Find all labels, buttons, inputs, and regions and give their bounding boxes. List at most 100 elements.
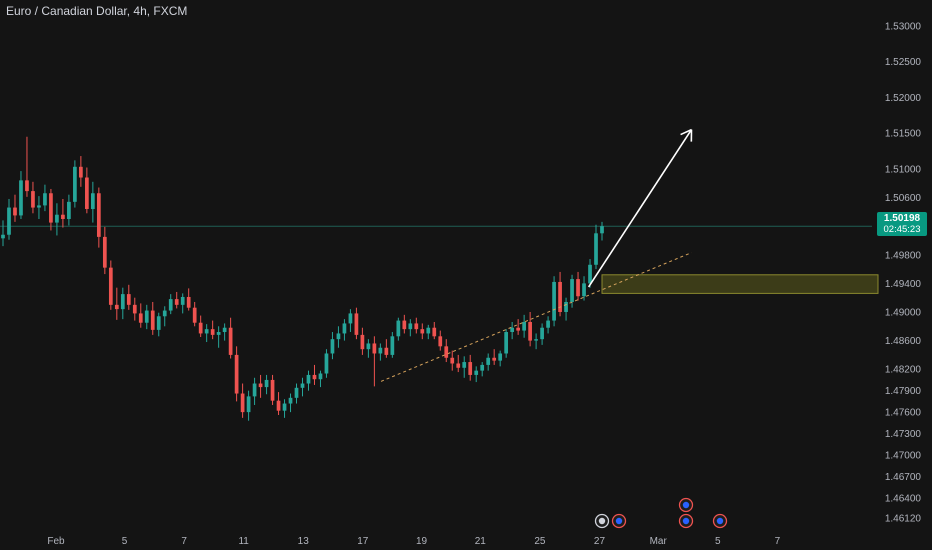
time-tick-label: Mar [650, 536, 668, 547]
candle-body [246, 396, 251, 413]
current-price-value: 1.50198 [883, 213, 921, 224]
time-tick-label: 17 [357, 536, 369, 547]
candle-body [150, 310, 155, 330]
candle-body [480, 364, 485, 371]
candle-body [180, 296, 185, 305]
candle-body [468, 362, 473, 375]
price-tick-label: 1.49400 [885, 279, 922, 290]
price-tick-label: 1.51000 [885, 164, 922, 175]
price-tick-label: 1.50600 [885, 193, 922, 204]
candle-body [258, 383, 263, 388]
candle-body [558, 281, 562, 312]
candle-body [270, 379, 275, 401]
candle-body [366, 343, 371, 350]
candle-body [432, 327, 437, 337]
candle-body [438, 336, 443, 347]
candle-body [126, 294, 131, 305]
candle-body [372, 343, 377, 354]
candle-body [570, 279, 574, 302]
price-tick-label: 1.51500 [885, 129, 922, 140]
candle-body [522, 322, 526, 331]
candle-body [13, 207, 17, 216]
time-tick-label: 19 [416, 536, 428, 547]
candle-body [516, 327, 520, 331]
candle-body [210, 329, 215, 335]
time-tick-label: 5 [122, 536, 128, 547]
candle-body [19, 180, 23, 216]
candle-body [43, 193, 47, 206]
candle-body [79, 166, 83, 178]
candle-body [294, 387, 299, 398]
time-tick-label: 13 [298, 536, 310, 547]
candle-body [90, 193, 95, 209]
candle-body [324, 353, 329, 374]
event-icons[interactable] [594, 497, 728, 529]
trendline-segment [380, 252, 692, 382]
candle-body [318, 373, 323, 380]
time-tick-label: 21 [475, 536, 487, 547]
arrow-head [680, 128, 692, 136]
candle-body [528, 322, 532, 341]
candle-body [594, 233, 598, 265]
candle-body [564, 301, 568, 312]
candle-countdown: 02:45:23 [883, 224, 921, 235]
demand-zone[interactable] [601, 274, 879, 294]
time-axis[interactable]: Feb 5 7 11 13 17 19 21 25 27 Mar 5 7 [47, 536, 780, 547]
candle-body [85, 177, 89, 209]
time-tick-label: 25 [534, 536, 546, 547]
candle-body [330, 339, 335, 354]
candle-body [384, 347, 389, 355]
candle-body [504, 332, 509, 354]
candle-body [55, 214, 59, 223]
candle-body [25, 180, 29, 192]
candle-body [540, 327, 544, 340]
price-tick-label: 1.48600 [885, 336, 922, 347]
price-tick-label: 1.49800 [885, 250, 922, 261]
price-tick-label: 1.49000 [885, 307, 922, 318]
candle-body [114, 304, 119, 310]
candle-body [186, 296, 191, 308]
candle-body [49, 193, 53, 223]
candle-body [390, 336, 395, 355]
candle-body [31, 191, 35, 208]
candle-body [300, 383, 305, 388]
event-icon-dot [615, 517, 623, 525]
candle-body [216, 332, 221, 335]
candle-body [444, 346, 449, 358]
candle-body [306, 374, 311, 384]
projection-arrow[interactable] [587, 128, 693, 288]
candle-body [312, 374, 317, 380]
time-tick-label: Feb [47, 536, 65, 547]
candle-body [37, 205, 41, 208]
candle-body [204, 329, 209, 334]
price-tick-label: 1.46120 [885, 513, 922, 524]
candle-body [510, 327, 515, 333]
candle-body [108, 267, 113, 305]
candle-body [414, 323, 419, 330]
candle-body [102, 236, 107, 268]
time-tick-label: 5 [715, 536, 721, 547]
candle-body [450, 357, 455, 364]
price-tick-label: 1.47300 [885, 429, 922, 440]
price-tick-label: 1.48200 [885, 365, 922, 376]
candle-body [492, 357, 497, 361]
candle-body [282, 403, 287, 411]
candle-body [1, 234, 5, 239]
event-icon-dot [682, 517, 690, 525]
candle-body [192, 307, 197, 323]
candle-body [288, 397, 293, 404]
time-tick-label: 27 [594, 536, 606, 547]
candle-body [162, 310, 167, 317]
candle-body [582, 283, 586, 297]
candle-body [120, 294, 125, 310]
price-axis[interactable]: 1.53000 1.52500 1.52000 1.51500 1.51000 1.506… [885, 21, 922, 524]
time-tick-label: 7 [181, 536, 187, 547]
trendline[interactable] [380, 252, 692, 382]
candle-body [264, 379, 269, 388]
candle-body [144, 310, 149, 323]
time-tick-label: 11 [238, 536, 249, 547]
candle-body [408, 323, 413, 330]
price-tick-label: 1.47900 [885, 386, 922, 397]
price-tick-label: 1.53000 [885, 21, 922, 32]
